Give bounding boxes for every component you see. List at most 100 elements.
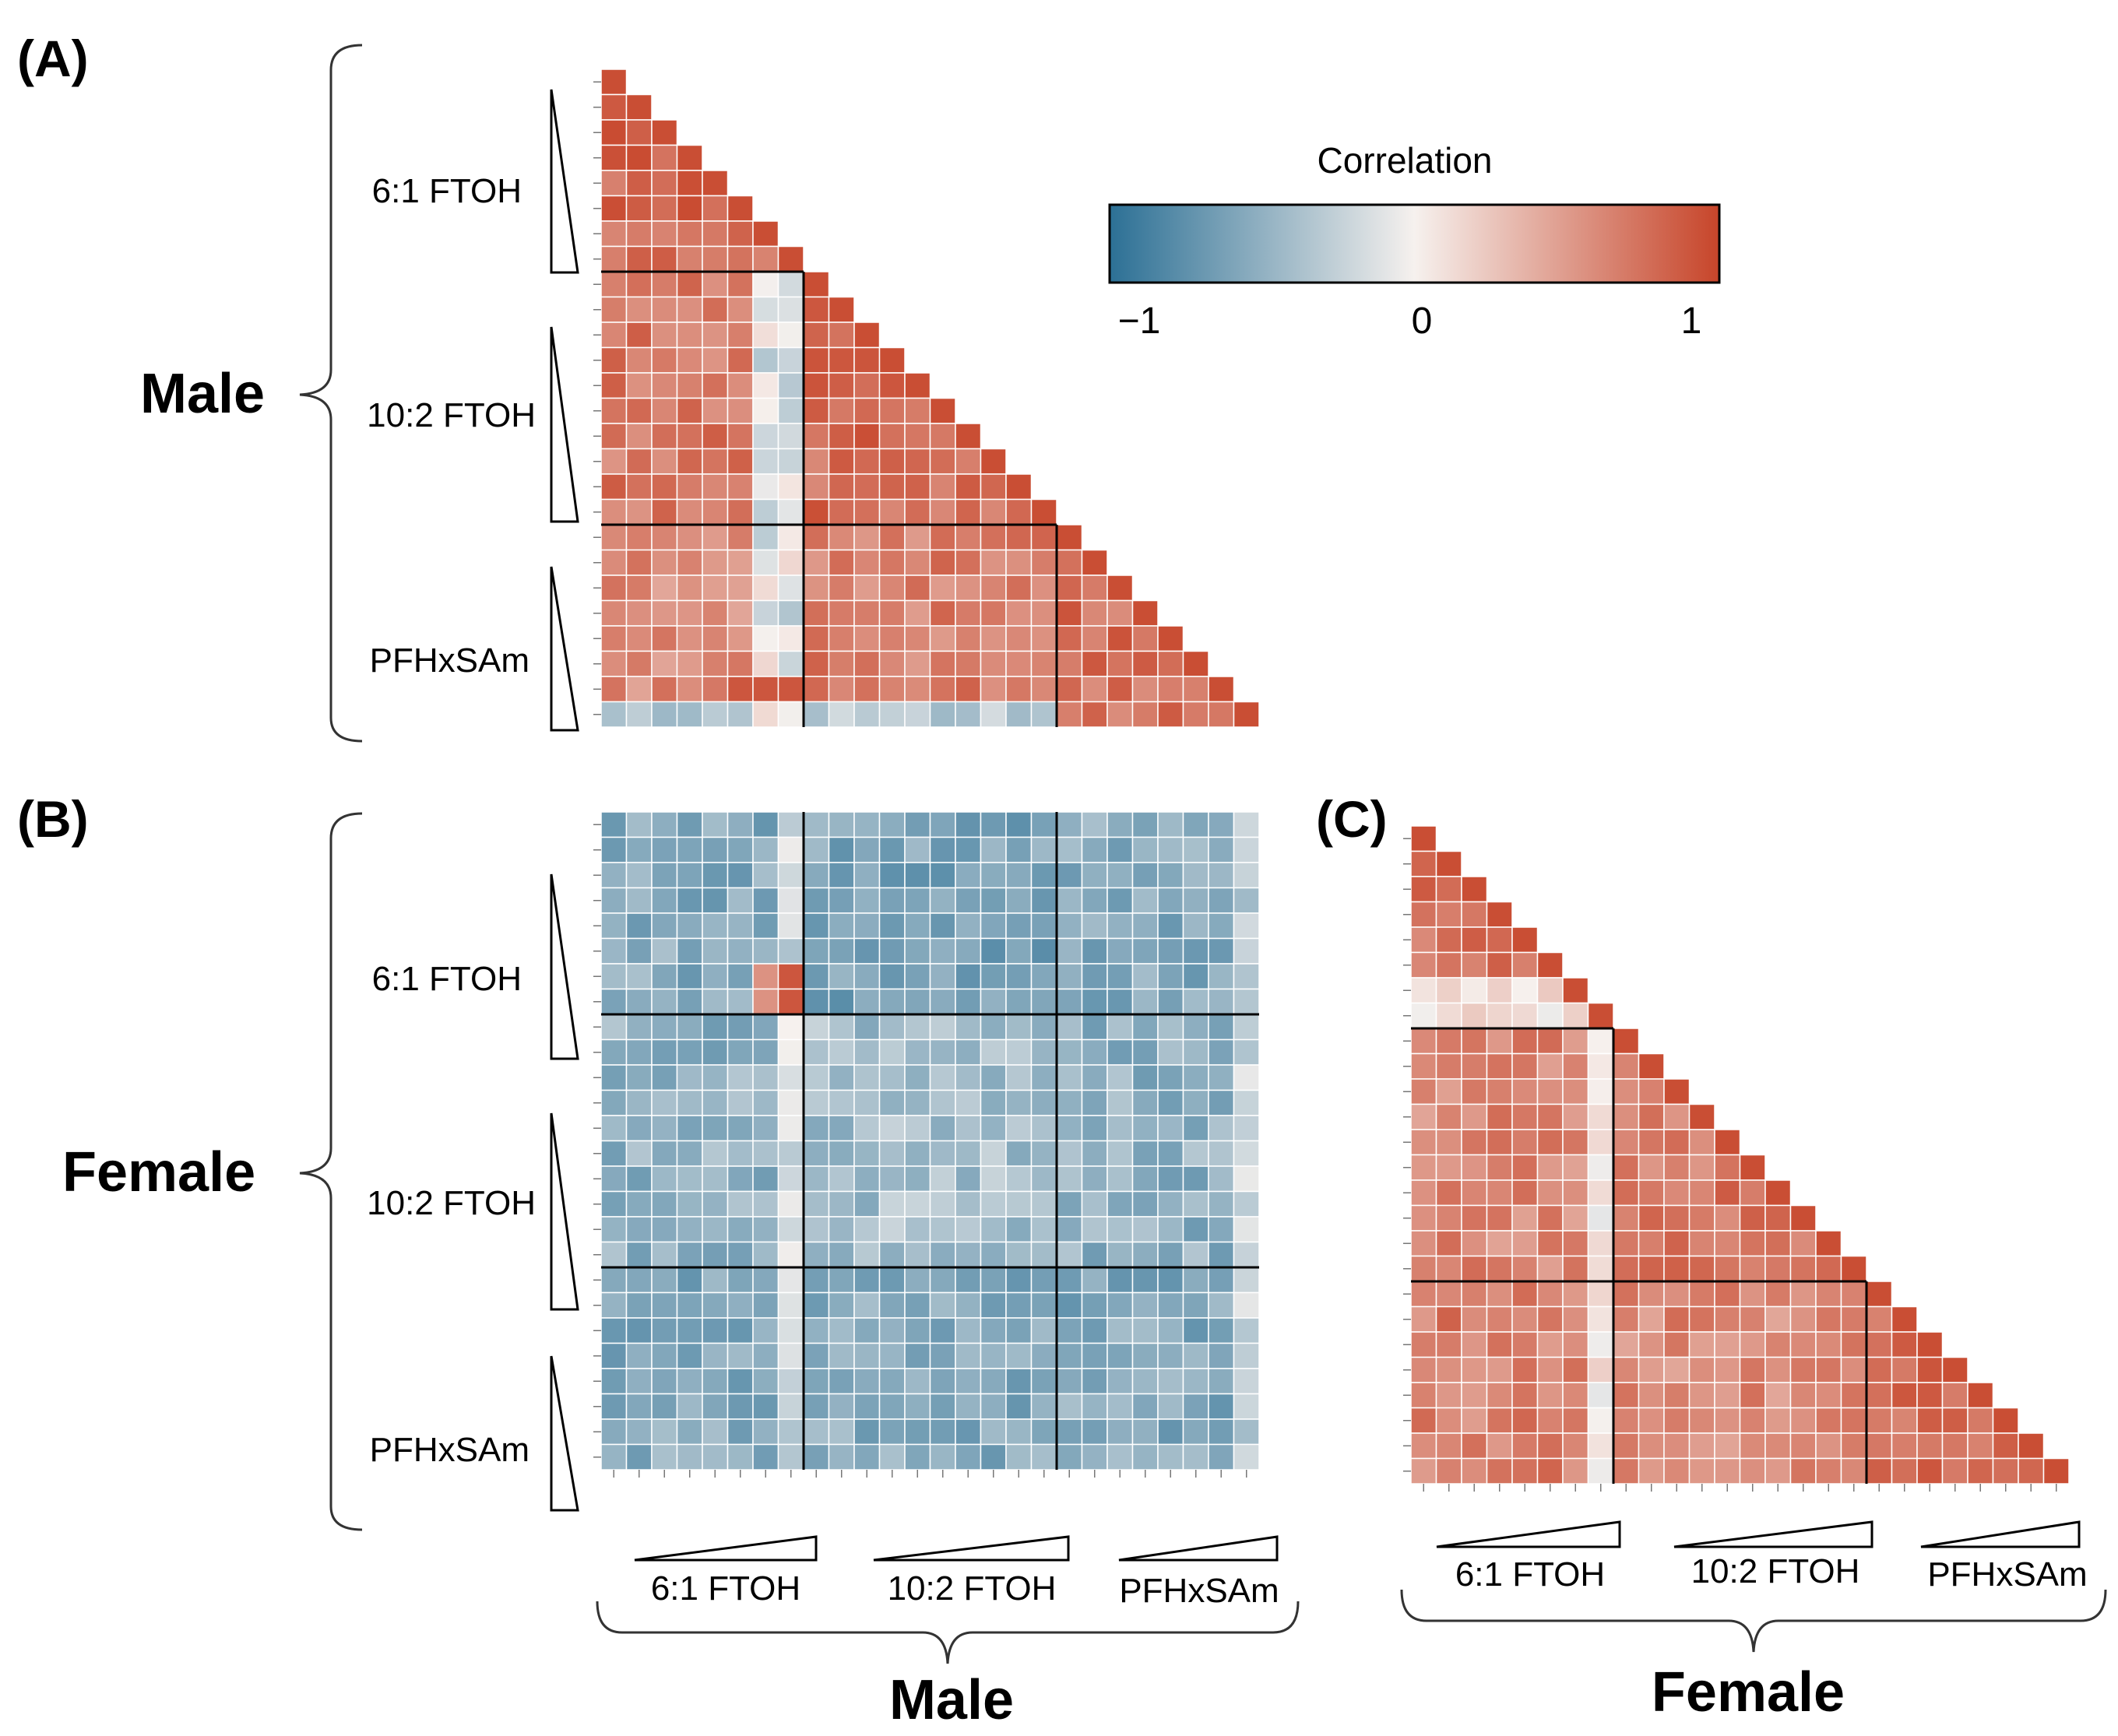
heatmap-cell [1182, 1291, 1209, 1319]
heatmap-cell [1536, 1432, 1564, 1460]
heatmap-cell [600, 1291, 628, 1319]
heatmap-cell [651, 1140, 678, 1167]
heatmap-cell [625, 1443, 653, 1471]
heatmap-cell [1789, 1230, 1817, 1257]
heatmap-cell [955, 1140, 982, 1167]
heatmap-cell [1056, 1393, 1083, 1420]
heatmap-cell [727, 1443, 754, 1471]
heatmap-cell [1410, 1002, 1437, 1029]
heatmap-cell [1688, 1306, 1715, 1333]
heatmap-cell [1131, 836, 1159, 863]
heatmap-cell [727, 1241, 754, 1268]
heatmap-cell [980, 625, 1007, 652]
heatmap-cell [1410, 1432, 1437, 1460]
heatmap-cell [676, 271, 703, 298]
heatmap-cell [777, 988, 804, 1015]
heatmap-cell [828, 1064, 855, 1091]
heatmap-cell [1131, 1038, 1159, 1066]
heatmap-cell [904, 1064, 931, 1091]
heatmap-cell [1461, 1179, 1488, 1207]
heatmap-cell [651, 170, 678, 197]
heatmap-cell [752, 245, 779, 272]
heatmap-cell [777, 322, 804, 349]
heatmap-cell [676, 1393, 703, 1420]
heatmap-cell [1208, 988, 1235, 1015]
heatmap-cell [1030, 1241, 1057, 1268]
heatmap-cell [727, 836, 754, 863]
heatmap-cell [727, 599, 754, 627]
heatmap-cell [651, 549, 678, 576]
heatmap-cell [1081, 1342, 1108, 1369]
heatmap-cell [600, 271, 628, 298]
heatmap-cell [752, 296, 779, 323]
heatmap-cell [803, 1241, 830, 1268]
heatmap-cell [853, 1317, 881, 1344]
heatmap-cell [955, 1014, 982, 1041]
heatmap-cell [752, 1115, 779, 1142]
heatmap-cell [1182, 1115, 1209, 1142]
heatmap-cell [727, 988, 754, 1015]
heatmap-cell [1688, 1331, 1715, 1358]
heatmap-cell [1714, 1356, 1741, 1383]
heatmap-cell [980, 912, 1007, 940]
heatmap-cell [1992, 1457, 2019, 1485]
heatmap-cell [955, 811, 982, 838]
heatmap-cell [1030, 1342, 1057, 1369]
heatmap-cell [878, 701, 906, 728]
heatmap-cell [904, 423, 931, 450]
heatmap-cell [1081, 887, 1108, 914]
heatmap-cell [1056, 599, 1083, 627]
heatmap-cell [1866, 1306, 1893, 1333]
heatmap-cell [929, 811, 956, 838]
panel-b-male-label: Male [889, 1669, 1014, 1731]
heatmap-cell [1891, 1382, 1918, 1409]
heatmap-cell [1764, 1306, 1792, 1333]
heatmap-cell [600, 937, 628, 965]
heatmap-cell [1789, 1306, 1817, 1333]
heatmap-cell [1511, 1331, 1539, 1358]
heatmap-cell [904, 963, 931, 990]
heatmap-cell [752, 1165, 779, 1193]
heatmap-cell [955, 650, 982, 677]
heatmap-cell [702, 650, 729, 677]
heatmap-cell [600, 676, 628, 703]
heatmap-cell [1461, 1255, 1488, 1282]
heatmap-cell [1157, 811, 1184, 838]
heatmap-cell [625, 836, 653, 863]
heatmap-cell [777, 811, 804, 838]
heatmap-cell [625, 1393, 653, 1420]
heatmap-cell [1157, 625, 1184, 652]
heatmap-cell [702, 1115, 729, 1142]
heatmap-cell [1081, 1064, 1108, 1091]
heatmap-cell [625, 524, 653, 551]
heatmap-cell [955, 423, 982, 450]
heatmap-cell [929, 887, 956, 914]
heatmap-cell [1131, 1014, 1159, 1041]
heatmap-cell [853, 322, 881, 349]
heatmap-cell [1866, 1432, 1893, 1460]
heatmap-cell [828, 346, 855, 374]
heatmap-cell [1106, 1064, 1134, 1091]
heatmap-cell [1081, 1140, 1108, 1167]
heatmap-cell [1587, 1154, 1614, 1181]
panel-a-letter: (A) [17, 30, 89, 87]
heatmap-cell [1182, 1342, 1209, 1369]
heatmap-cell [803, 1267, 830, 1294]
heatmap-cell [878, 1038, 906, 1066]
heatmap-cell [1840, 1306, 1867, 1333]
heatmap-cell [1131, 1342, 1159, 1369]
heatmap-cell [1233, 1216, 1260, 1243]
heatmap-cell [878, 448, 906, 475]
heatmap-cell [1131, 1190, 1159, 1218]
heatmap-cell [1131, 650, 1159, 677]
heatmap-cell [1005, 1064, 1033, 1091]
heatmap-cell [1410, 1179, 1437, 1207]
heatmap-cell [651, 887, 678, 914]
heatmap-cell [1157, 836, 1184, 863]
heatmap-cell [1511, 1306, 1539, 1333]
heatmap-cell [929, 1267, 956, 1294]
heatmap-cell [1815, 1281, 1842, 1308]
heatmap-cell [1486, 1103, 1513, 1130]
heatmap-cell [1030, 1291, 1057, 1319]
heatmap-cell [651, 473, 678, 501]
